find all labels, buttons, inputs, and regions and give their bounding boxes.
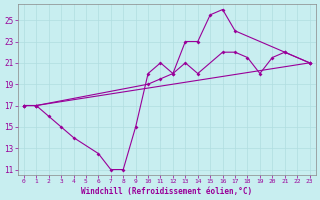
X-axis label: Windchill (Refroidissement éolien,°C): Windchill (Refroidissement éolien,°C)	[81, 187, 252, 196]
